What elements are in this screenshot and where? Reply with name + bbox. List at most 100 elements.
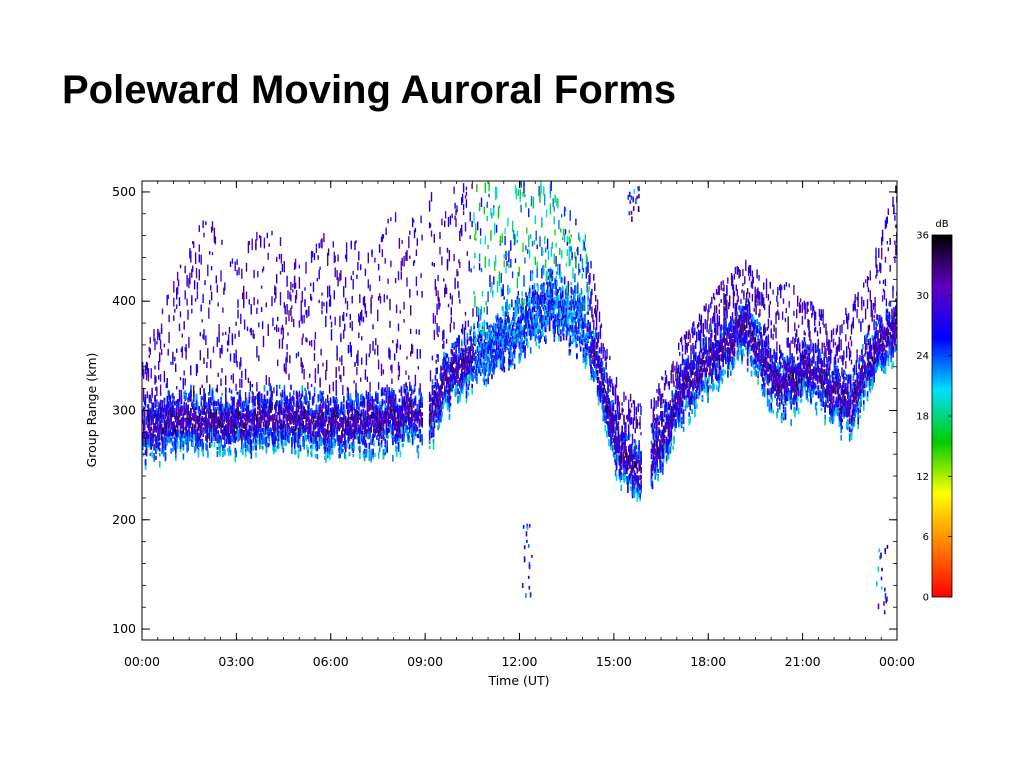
echo-cell (169, 409, 171, 416)
echo-cell (394, 398, 396, 404)
echo-cell (156, 341, 158, 345)
echo-cell (161, 447, 164, 452)
echo-cell (343, 420, 345, 424)
echo-cell (241, 268, 243, 279)
echo-cell (180, 348, 183, 352)
echo-cell (419, 351, 421, 359)
echo-cell (179, 377, 182, 381)
echo-cell (302, 364, 304, 369)
echo-cell (411, 433, 414, 438)
echo-cell (292, 415, 294, 419)
echo-cell (227, 434, 230, 439)
echo-cell (354, 416, 356, 421)
echo-cell (439, 398, 441, 405)
echo-cell (369, 392, 371, 399)
echo-cell (277, 401, 280, 408)
echo-cell (311, 251, 314, 258)
echo-cell (307, 426, 309, 430)
echo-cell (387, 219, 389, 224)
echo-cell (391, 364, 393, 374)
echo-cell (293, 279, 296, 285)
echo-cell (438, 388, 440, 393)
echo-cell (231, 429, 234, 433)
echo-cell (255, 430, 257, 436)
echo-cell (333, 397, 336, 402)
echo-cell (145, 416, 148, 422)
echo-cell (224, 441, 226, 448)
echo-cell (357, 350, 359, 357)
echo-cell (209, 300, 211, 305)
echo-cell (419, 411, 422, 416)
echo-cell (418, 329, 420, 335)
echo-cell (232, 403, 235, 411)
echo-cell (166, 396, 169, 402)
echo-cell (459, 261, 461, 268)
echo-cell (294, 436, 297, 441)
echo-cell (194, 252, 197, 264)
echo-cell (431, 262, 434, 266)
echo-cell (205, 221, 207, 226)
echo-cell (478, 323, 481, 328)
echo-cell (465, 199, 468, 208)
echo-cell (249, 381, 251, 392)
echo-cell (420, 415, 422, 422)
echo-cell (142, 440, 145, 446)
echo-cell (234, 333, 236, 339)
echo-cell (304, 300, 306, 307)
echo-cell (430, 429, 433, 433)
echo-cell (439, 410, 441, 415)
echo-cell (294, 420, 297, 427)
echo-cell (345, 405, 348, 410)
echo-cell (220, 438, 222, 442)
echo-cell (181, 405, 184, 412)
echo-cell (176, 443, 179, 449)
echo-cell (149, 452, 152, 457)
echo-cell (347, 420, 350, 427)
echo-cell (470, 268, 472, 273)
echo-cell (383, 294, 385, 303)
echo-cell (381, 418, 384, 426)
echo-cell (434, 403, 437, 410)
echo-cell (171, 413, 173, 418)
echo-cell (150, 415, 153, 418)
echo-cell (298, 320, 301, 328)
echo-cell (179, 444, 182, 449)
echo-cell (291, 399, 293, 404)
echo-cell (259, 402, 261, 409)
echo-cell (251, 421, 254, 427)
echo-cell (384, 404, 387, 409)
echo-cell (344, 433, 346, 440)
echo-cell (431, 414, 434, 422)
echo-cell (160, 434, 163, 442)
echo-cell (361, 309, 363, 322)
echo-cell (241, 408, 243, 413)
echo-cell (260, 418, 263, 423)
echo-cell (195, 393, 198, 401)
echo-cell (247, 446, 250, 453)
echo-cell (465, 387, 468, 392)
echo-cell (240, 357, 242, 367)
echo-cell (235, 413, 237, 419)
echo-cell (155, 448, 157, 455)
echo-cell (402, 436, 405, 442)
echo-cell (320, 420, 322, 424)
echo-cell (256, 414, 258, 422)
echo-cell (231, 258, 234, 264)
echo-cell (206, 444, 208, 452)
echo-cell (144, 364, 147, 375)
echo-cell (305, 337, 307, 342)
echo-cell (206, 402, 208, 407)
echo-cell (406, 412, 408, 416)
echo-cell (366, 420, 369, 424)
echo-cell (214, 425, 217, 429)
echo-cell (318, 442, 321, 450)
echo-cell (321, 238, 323, 249)
echo-cell (219, 420, 221, 428)
echo-cell (282, 432, 285, 440)
echo-cell (295, 353, 298, 359)
echo-cell (387, 413, 389, 419)
echo-cell (464, 345, 467, 350)
echo-cell (260, 398, 262, 405)
echo-cell (231, 438, 234, 442)
echo-cell (446, 390, 449, 394)
